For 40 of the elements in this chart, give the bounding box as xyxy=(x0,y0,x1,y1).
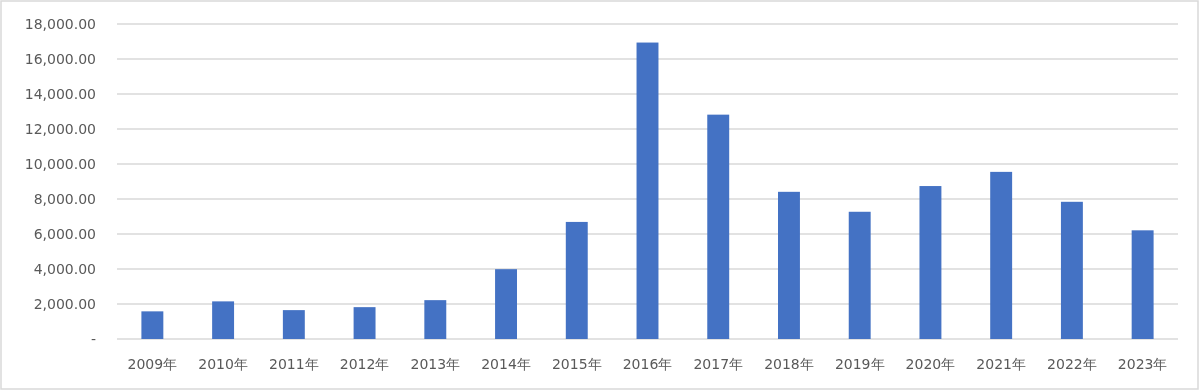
bar xyxy=(282,310,305,339)
x-tick-label: 2011年 xyxy=(269,356,319,372)
bar xyxy=(424,300,447,339)
bar xyxy=(636,42,659,339)
x-tick-label: 2021年 xyxy=(976,356,1026,372)
x-tick-label: 2020年 xyxy=(905,356,956,372)
bar xyxy=(990,171,1013,339)
y-tick-label: 14,000.00 xyxy=(24,86,96,102)
x-tick-label: 2016年 xyxy=(622,356,673,372)
y-tick-label: 2,000.00 xyxy=(33,296,96,312)
bar xyxy=(141,311,164,339)
bar xyxy=(565,221,588,339)
bar xyxy=(707,114,730,339)
y-tick-label: 8,000.00 xyxy=(33,191,96,207)
y-tick-label: 4,000.00 xyxy=(33,261,96,277)
bar xyxy=(212,301,235,339)
bar xyxy=(848,211,871,339)
y-tick-label: 18,000.00 xyxy=(24,16,96,32)
x-tick-label: 2009年 xyxy=(127,356,178,372)
x-tick-label: 2012年 xyxy=(339,356,390,372)
x-tick-label: 2023年 xyxy=(1117,356,1168,372)
x-tick-label: 2022年 xyxy=(1047,356,1097,372)
x-tick-label: 2019年 xyxy=(834,356,885,372)
x-tick-label: 2010年 xyxy=(198,356,248,372)
bar xyxy=(919,186,942,339)
y-tick-label: 16,000.00 xyxy=(24,51,96,67)
x-tick-label: 2018年 xyxy=(764,356,814,372)
bar xyxy=(353,307,376,339)
bar xyxy=(495,269,517,339)
bar xyxy=(778,191,800,339)
x-tick-label: 2014年 xyxy=(481,356,531,372)
x-tick-label: 2013年 xyxy=(410,356,461,372)
x-tick-label: 2017年 xyxy=(693,356,744,372)
bar xyxy=(1060,201,1083,339)
y-tick-label: - xyxy=(90,331,96,347)
x-tick-label: 2015年 xyxy=(551,356,602,372)
y-tick-label: 6,000.00 xyxy=(33,226,96,242)
bar xyxy=(1131,230,1154,339)
y-tick-label: 10,000.00 xyxy=(24,156,96,172)
y-tick-label: 12,000.00 xyxy=(24,121,96,137)
